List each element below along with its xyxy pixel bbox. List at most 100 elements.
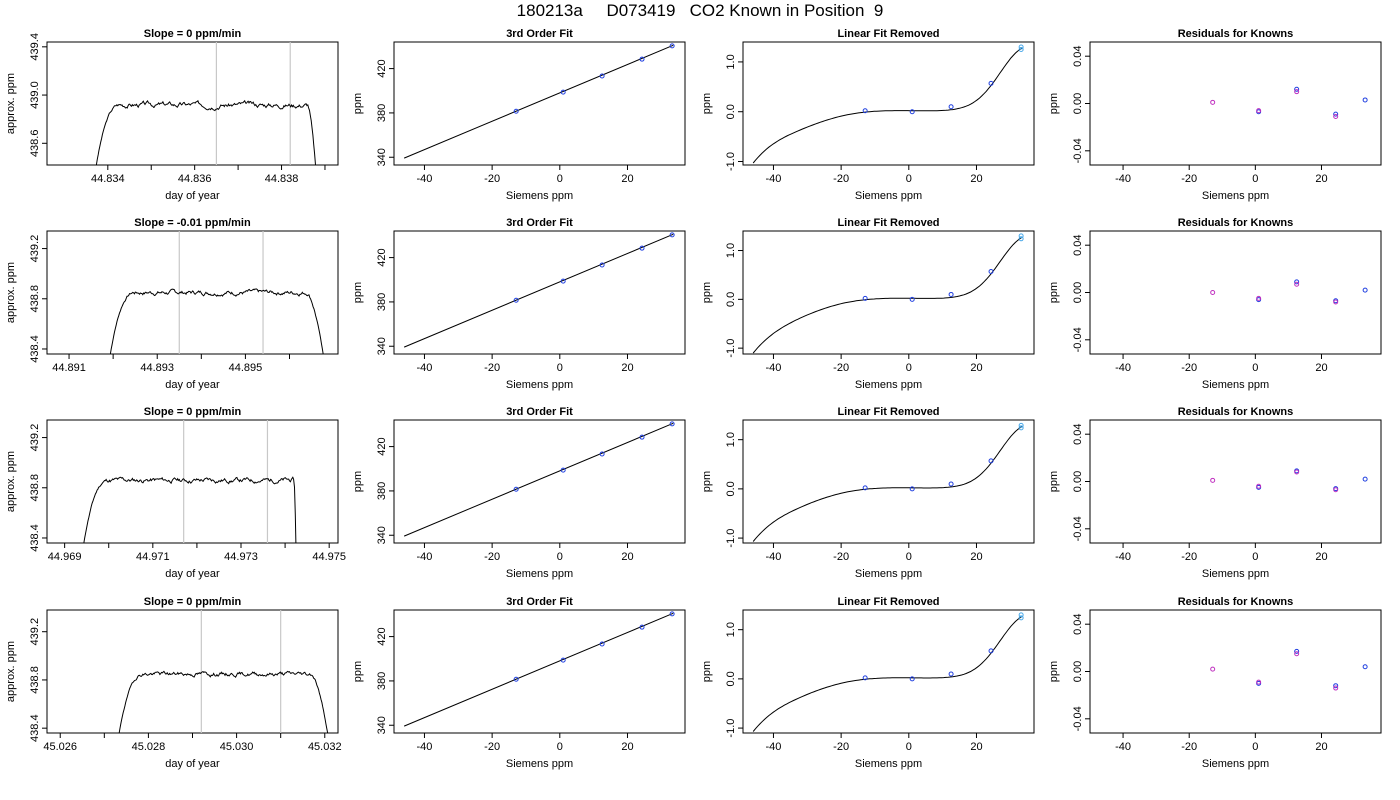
y-tick-label: 438.8 bbox=[29, 285, 41, 313]
residual-point bbox=[1294, 651, 1300, 657]
x-axis-label: Siemens ppm bbox=[1202, 190, 1269, 202]
x-tick-label: -20 bbox=[1181, 741, 1197, 753]
x-tick-label: -20 bbox=[833, 173, 849, 185]
y-tick-label: 380 bbox=[376, 293, 388, 311]
x-tick-label: 45.026 bbox=[43, 741, 77, 753]
y-tick-label: 439.2 bbox=[29, 424, 41, 452]
data-point bbox=[513, 486, 519, 492]
fit-line bbox=[403, 422, 674, 537]
y-tick-label: -1.0 bbox=[725, 339, 737, 358]
y-axis-label: approx. ppm bbox=[5, 73, 17, 134]
plot-frame bbox=[393, 230, 686, 355]
residual-point bbox=[1362, 664, 1368, 670]
y-tick-label: 438.8 bbox=[29, 474, 41, 502]
plot-frame bbox=[46, 419, 339, 544]
x-tick-label: -20 bbox=[484, 551, 500, 563]
residual-point bbox=[1210, 290, 1216, 295]
x-tick-label: 0 bbox=[1252, 173, 1258, 185]
y-tick-label: 0.04 bbox=[1072, 234, 1084, 255]
concentration-trace bbox=[109, 288, 324, 354]
panel-residuals-row-1: Residuals for Knowns -40 -20 0 20 -0.04 0.00 0.… bbox=[1048, 217, 1382, 391]
data-point bbox=[1018, 612, 1024, 618]
residual-point bbox=[1210, 666, 1216, 672]
panel-title: Residuals for Knowns bbox=[1178, 406, 1294, 418]
x-axis-label: Siemens ppm bbox=[1202, 568, 1269, 580]
plot-frame bbox=[393, 419, 686, 544]
y-tick-label: 380 bbox=[376, 672, 388, 690]
panel-linear-removed-row-2: Linear Fit Removed -40 -20 0 20 -1.0 0.0 1.0 Sie… bbox=[701, 406, 1035, 580]
fit-line bbox=[403, 233, 674, 348]
data-point bbox=[560, 467, 566, 473]
residual-point bbox=[1294, 469, 1300, 475]
concentration-trace bbox=[118, 670, 329, 733]
data-point bbox=[1018, 44, 1024, 50]
data-point bbox=[1018, 422, 1024, 428]
y-tick-label: 438.8 bbox=[29, 666, 41, 694]
plot-area bbox=[1210, 468, 1368, 493]
panel-fit-row-2: 3rd Order Fit -40 -20 0 20 340 380 420 Siemens p… bbox=[352, 406, 686, 580]
x-tick-label: -20 bbox=[833, 551, 849, 563]
x-axis-label: Siemens ppm bbox=[1202, 379, 1269, 391]
residual-point bbox=[1333, 487, 1339, 493]
x-tick-label: 20 bbox=[1315, 741, 1327, 753]
x-axis-label: Siemens ppm bbox=[506, 190, 573, 202]
concentration-trace bbox=[83, 476, 297, 543]
plot-frame bbox=[742, 609, 1035, 734]
x-tick-label: -40 bbox=[417, 173, 433, 185]
y-tick-label: 380 bbox=[376, 482, 388, 500]
panel-title: 3rd Order Fit bbox=[506, 28, 573, 40]
x-tick-label: -20 bbox=[833, 362, 849, 374]
residual-point bbox=[1333, 683, 1339, 689]
residual-point bbox=[1362, 97, 1368, 103]
x-tick-label: -40 bbox=[1115, 362, 1131, 374]
y-tick-label: 340 bbox=[376, 337, 388, 355]
x-tick-label: -40 bbox=[417, 362, 433, 374]
x-axis-label: Siemens ppm bbox=[855, 379, 922, 391]
data-point bbox=[1018, 46, 1024, 52]
panel-residuals-row-3: Residuals for Knowns -40 -20 0 20 -0.04 0.00 0.… bbox=[1048, 596, 1382, 770]
plot-area bbox=[752, 233, 1024, 354]
residual-point bbox=[1333, 685, 1339, 691]
panel-title: Linear Fit Removed bbox=[837, 596, 939, 608]
y-tick-label: -1.0 bbox=[725, 719, 737, 738]
residual-point bbox=[1294, 86, 1300, 92]
y-tick-label: -0.04 bbox=[1072, 706, 1084, 731]
y-tick-label: -0.04 bbox=[1072, 327, 1084, 352]
y-axis-label: ppm bbox=[701, 282, 713, 303]
plot-area bbox=[95, 42, 317, 165]
data-point bbox=[669, 232, 675, 238]
residual-point bbox=[1333, 299, 1339, 305]
y-tick-label: 0.0 bbox=[725, 671, 737, 686]
x-tick-label: -20 bbox=[1181, 173, 1197, 185]
x-tick-label: 44.838 bbox=[265, 173, 299, 185]
data-point bbox=[1018, 615, 1024, 621]
residual-point bbox=[1362, 476, 1368, 482]
plot-area bbox=[403, 43, 675, 159]
plot-frame bbox=[1089, 419, 1382, 544]
panel-time-series-row-3: Slope = 0 ppm/min 45.026 45.028 45.030 45.03… bbox=[5, 596, 342, 770]
data-point bbox=[862, 295, 868, 301]
y-tick-label: 0.00 bbox=[1072, 93, 1084, 114]
data-point bbox=[639, 245, 645, 251]
y-tick-label: 380 bbox=[376, 104, 388, 122]
y-tick-label: 0.0 bbox=[725, 292, 737, 307]
data-point bbox=[560, 89, 566, 95]
data-point bbox=[909, 486, 915, 492]
panel-title: 3rd Order Fit bbox=[506, 217, 573, 229]
x-tick-label: -40 bbox=[417, 551, 433, 563]
residual-point bbox=[1294, 279, 1300, 285]
data-point bbox=[948, 104, 954, 110]
plot-area bbox=[403, 611, 675, 727]
x-tick-label: 0 bbox=[557, 741, 563, 753]
x-tick-label: 44.891 bbox=[52, 362, 86, 374]
y-axis-label: ppm bbox=[1048, 661, 1060, 682]
data-point bbox=[862, 108, 868, 114]
x-tick-label: 0 bbox=[906, 362, 912, 374]
panel-title: Linear Fit Removed bbox=[837, 217, 939, 229]
data-point bbox=[599, 73, 605, 79]
panel-residuals-row-0: Residuals for Knowns -40 -20 0 20 -0.04 0.00 0.… bbox=[1048, 28, 1382, 202]
data-point bbox=[1018, 425, 1024, 431]
residual-point bbox=[1294, 89, 1300, 95]
data-point bbox=[988, 269, 994, 275]
